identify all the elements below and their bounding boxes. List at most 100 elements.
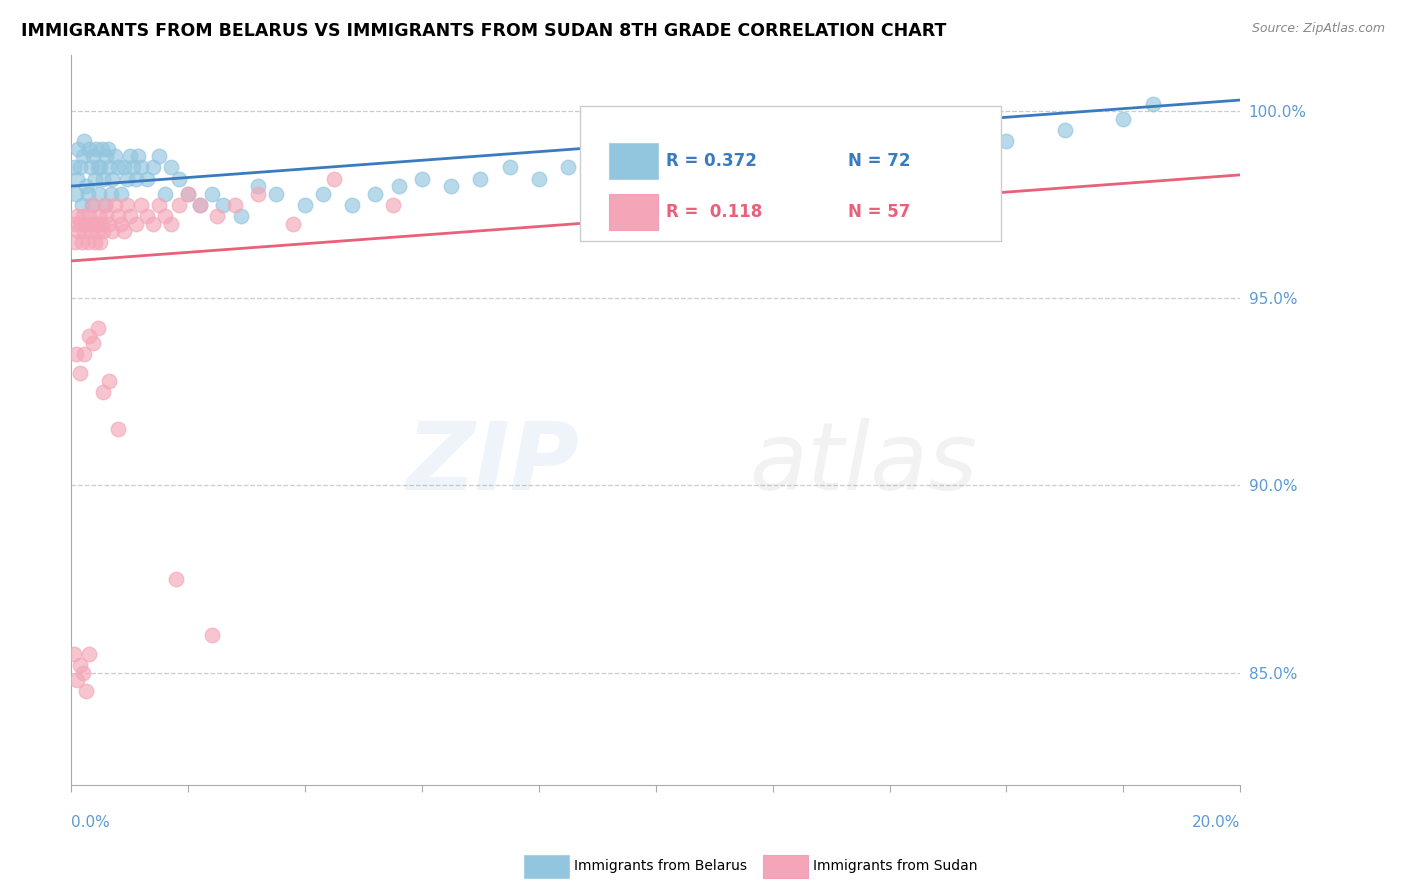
Point — [83, 171, 105, 186]
Point — [69, 366, 91, 380]
Point — [80, 217, 103, 231]
Point — [118, 149, 141, 163]
Point — [93, 171, 115, 186]
Point — [283, 217, 305, 231]
Point — [124, 171, 146, 186]
Point — [1112, 112, 1135, 126]
Point — [212, 198, 235, 212]
Point — [177, 186, 200, 201]
Point — [387, 179, 409, 194]
Point — [89, 209, 111, 223]
Point — [89, 235, 111, 250]
Point — [294, 198, 316, 212]
Point — [470, 171, 492, 186]
Point — [83, 235, 105, 250]
Point — [142, 161, 165, 175]
Point — [93, 224, 115, 238]
Point — [169, 198, 191, 212]
Point — [153, 186, 176, 201]
Point — [188, 198, 211, 212]
Point — [115, 171, 138, 186]
Point — [63, 161, 86, 175]
Text: Immigrants from Belarus: Immigrants from Belarus — [574, 859, 747, 873]
Text: N = 72: N = 72 — [848, 152, 910, 170]
Point — [110, 217, 132, 231]
Point — [86, 217, 108, 231]
Point — [311, 186, 333, 201]
Point — [77, 647, 100, 661]
Point — [98, 217, 121, 231]
Point — [169, 171, 191, 186]
Point — [100, 186, 122, 201]
Point — [76, 235, 98, 250]
Point — [104, 198, 127, 212]
Point — [96, 149, 118, 163]
Point — [229, 209, 252, 223]
Point — [1142, 96, 1164, 111]
Point — [107, 422, 129, 436]
Point — [148, 149, 170, 163]
Point — [107, 209, 129, 223]
Point — [177, 186, 200, 201]
Point — [65, 235, 87, 250]
Point — [65, 347, 87, 361]
Point — [121, 161, 143, 175]
Point — [89, 186, 111, 201]
Point — [340, 198, 363, 212]
Point — [104, 149, 127, 163]
Point — [72, 209, 94, 223]
Point — [94, 198, 117, 212]
Point — [110, 186, 132, 201]
Point — [107, 161, 129, 175]
Point — [124, 217, 146, 231]
Point — [112, 224, 135, 238]
Point — [79, 224, 101, 238]
Point — [995, 134, 1018, 148]
Point — [112, 161, 135, 175]
Point — [381, 198, 404, 212]
Point — [67, 224, 90, 238]
Point — [498, 161, 520, 175]
Point — [247, 179, 270, 194]
Point — [616, 161, 638, 175]
Point — [75, 179, 97, 194]
Text: 0.0%: 0.0% — [72, 814, 110, 830]
Point — [86, 224, 108, 238]
Point — [323, 171, 346, 186]
Text: ZIP: ZIP — [406, 417, 579, 509]
Point — [66, 171, 89, 186]
Point — [98, 374, 121, 388]
Point — [69, 658, 91, 673]
Point — [118, 209, 141, 223]
Point — [62, 217, 84, 231]
Point — [67, 142, 90, 156]
Point — [127, 149, 149, 163]
Point — [224, 198, 246, 212]
Point — [69, 217, 91, 231]
Point — [188, 198, 211, 212]
Point — [264, 186, 287, 201]
FancyBboxPatch shape — [609, 143, 658, 179]
Point — [247, 186, 270, 201]
Point — [94, 198, 117, 212]
Point — [73, 134, 96, 148]
Point — [115, 198, 138, 212]
Point — [80, 198, 103, 212]
Point — [440, 179, 463, 194]
Point — [69, 161, 91, 175]
Text: 20.0%: 20.0% — [1192, 814, 1240, 830]
Point — [131, 161, 153, 175]
Point — [89, 161, 111, 175]
Point — [159, 161, 181, 175]
Point — [527, 171, 550, 186]
Point — [97, 142, 120, 156]
Point — [136, 209, 159, 223]
Point — [91, 217, 114, 231]
Point — [73, 347, 96, 361]
Point — [411, 171, 433, 186]
Point — [159, 217, 181, 231]
Point — [86, 161, 108, 175]
Text: Immigrants from Sudan: Immigrants from Sudan — [813, 859, 977, 873]
Point — [703, 142, 725, 156]
Point — [66, 209, 89, 223]
